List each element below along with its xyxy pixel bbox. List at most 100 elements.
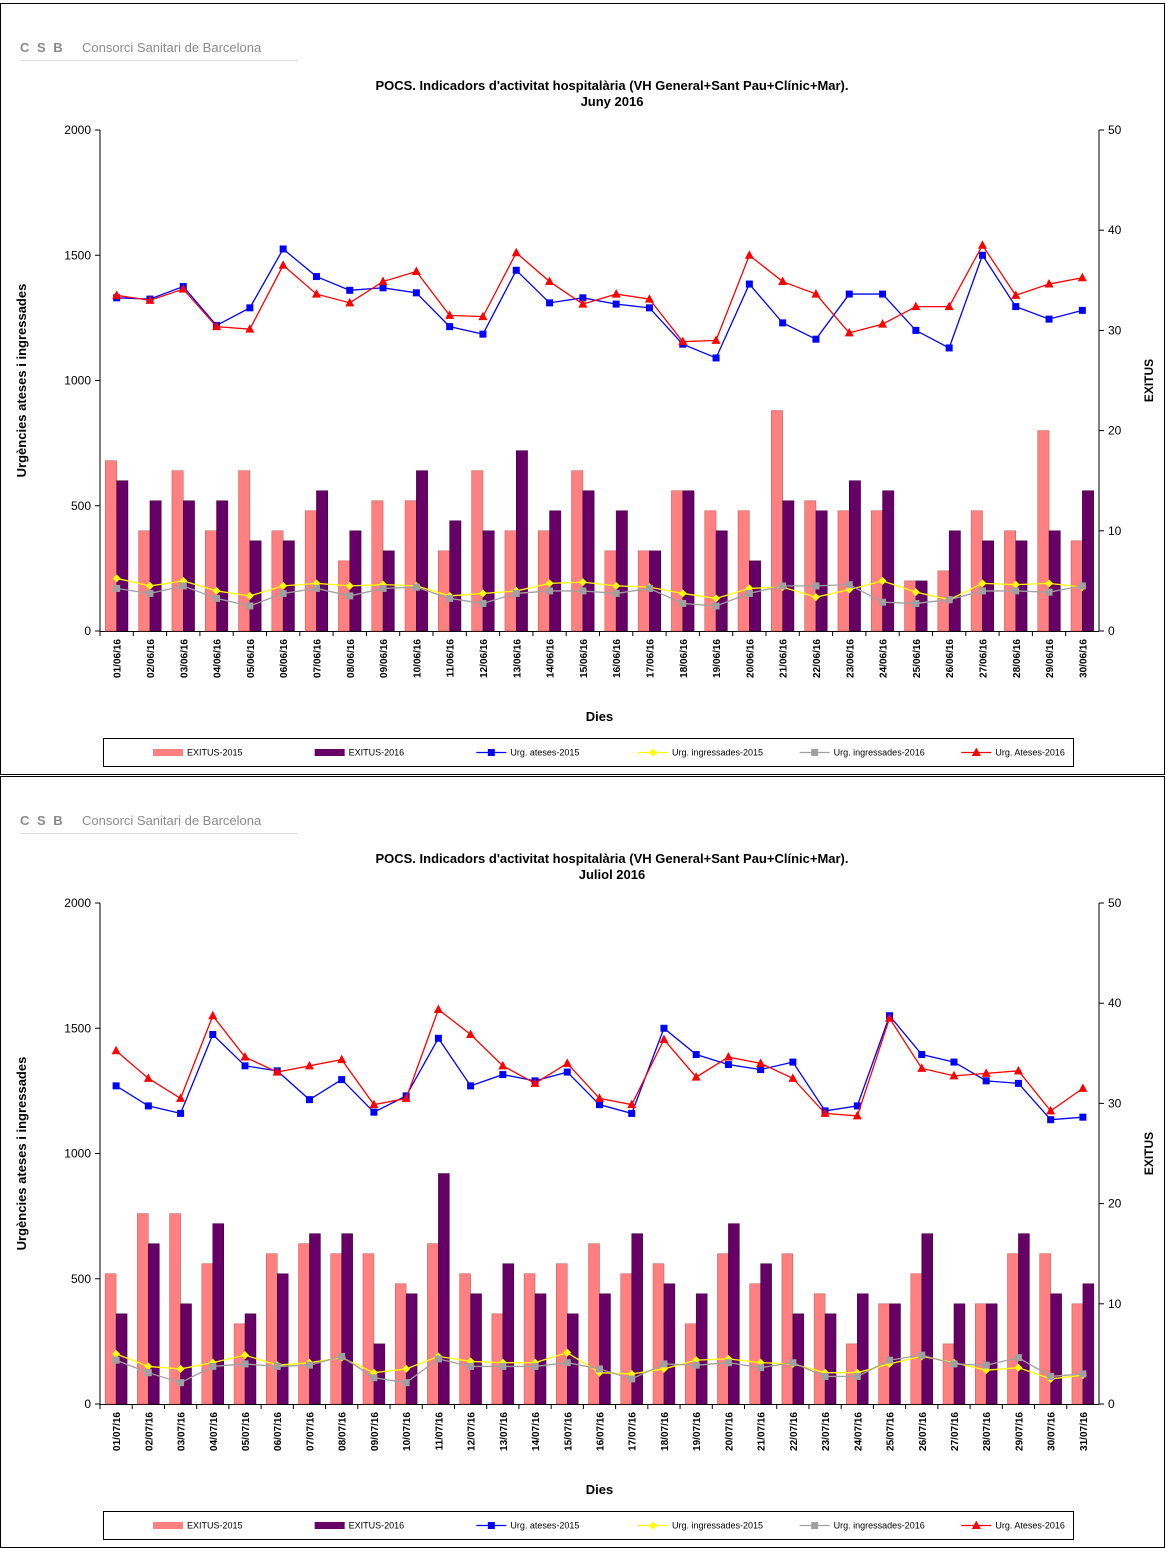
point bbox=[512, 266, 520, 274]
x-tick-label: 04/06/16 bbox=[213, 639, 224, 678]
bar bbox=[771, 410, 783, 632]
x-tick-label: 16/06/16 bbox=[612, 639, 623, 678]
bar bbox=[304, 510, 317, 632]
bar bbox=[104, 1273, 117, 1405]
point bbox=[745, 589, 753, 597]
x-tick-label: 28/06/16 bbox=[1012, 639, 1023, 678]
bar bbox=[910, 1273, 923, 1405]
point bbox=[112, 574, 121, 583]
point bbox=[1012, 587, 1020, 595]
point bbox=[612, 300, 620, 308]
point bbox=[779, 582, 787, 590]
point bbox=[977, 240, 987, 249]
point bbox=[692, 1051, 700, 1059]
point bbox=[845, 581, 853, 589]
legend-label: Urg. ateses-2015 bbox=[510, 1521, 579, 1531]
point bbox=[845, 290, 853, 298]
bar bbox=[138, 530, 151, 632]
bar bbox=[169, 1213, 181, 1405]
x-tick-label: 01/07/16 bbox=[112, 1412, 123, 1451]
point bbox=[112, 1349, 121, 1358]
point bbox=[811, 289, 821, 298]
point bbox=[711, 335, 721, 344]
bar bbox=[975, 1303, 987, 1405]
point bbox=[144, 1369, 152, 1377]
bar bbox=[427, 1243, 439, 1405]
point bbox=[312, 273, 320, 281]
point bbox=[112, 290, 122, 299]
point bbox=[412, 289, 420, 297]
bar bbox=[749, 1283, 761, 1405]
point bbox=[378, 276, 388, 286]
x-tick-label: 08/07/16 bbox=[338, 1412, 349, 1451]
point bbox=[179, 582, 187, 590]
legend-marker bbox=[487, 1522, 495, 1529]
point bbox=[312, 584, 320, 592]
y2-tick-label: 30 bbox=[1108, 323, 1122, 337]
point bbox=[434, 1355, 442, 1363]
bar bbox=[620, 1273, 632, 1405]
x-tick-label: 05/06/16 bbox=[246, 639, 257, 678]
point bbox=[370, 1374, 378, 1382]
y-tick-label: 1000 bbox=[64, 374, 91, 388]
bar bbox=[824, 1313, 837, 1405]
x-tick-label: 12/06/16 bbox=[479, 639, 490, 678]
x-tick-label: 20/06/16 bbox=[745, 639, 756, 678]
x-tick-label: 07/07/16 bbox=[305, 1412, 316, 1451]
bar bbox=[1018, 1233, 1030, 1405]
x-tick-label: 13/06/16 bbox=[512, 639, 523, 678]
bar bbox=[1048, 530, 1061, 632]
bar bbox=[459, 1273, 471, 1405]
legend-label: Urg. ingressades-2016 bbox=[834, 748, 925, 758]
y-axis-title: Urgències ateses i ingressades bbox=[14, 1057, 29, 1251]
point bbox=[240, 1052, 250, 1061]
point bbox=[744, 250, 754, 259]
point bbox=[143, 1073, 153, 1082]
point bbox=[112, 1356, 120, 1364]
x-tick-label: 17/07/16 bbox=[628, 1412, 639, 1451]
point bbox=[512, 589, 520, 597]
point bbox=[241, 1062, 249, 1070]
point bbox=[1078, 582, 1086, 590]
point bbox=[546, 587, 554, 595]
point bbox=[579, 294, 587, 302]
x-tick-label: 18/07/16 bbox=[660, 1412, 671, 1451]
point bbox=[178, 284, 188, 293]
bar bbox=[362, 1253, 375, 1405]
x-tick-label: 27/06/16 bbox=[978, 639, 989, 678]
point bbox=[611, 289, 621, 298]
bar bbox=[1050, 1293, 1062, 1405]
bar bbox=[149, 500, 162, 632]
point bbox=[241, 1360, 249, 1368]
bar bbox=[857, 1293, 869, 1405]
point bbox=[446, 323, 454, 331]
point bbox=[918, 1351, 926, 1359]
point bbox=[1045, 315, 1053, 323]
point bbox=[879, 598, 887, 606]
y2-tick-label: 0 bbox=[1108, 1397, 1115, 1411]
x-tick-label: 29/07/16 bbox=[1014, 1412, 1025, 1451]
point bbox=[446, 594, 454, 602]
x-tick-label: 05/07/16 bbox=[241, 1412, 252, 1451]
point bbox=[213, 594, 221, 602]
point bbox=[756, 1058, 766, 1067]
bar bbox=[201, 1263, 214, 1405]
bar bbox=[704, 510, 717, 632]
bar bbox=[663, 1283, 676, 1405]
bar bbox=[571, 470, 584, 632]
y2-tick-label: 40 bbox=[1108, 223, 1122, 237]
point bbox=[579, 587, 587, 595]
point bbox=[402, 1379, 410, 1387]
bar bbox=[599, 1293, 611, 1405]
point bbox=[745, 280, 753, 288]
legend-label: EXITUS-2015 bbox=[187, 1521, 243, 1531]
legend-label: Urg. Ateses-2016 bbox=[995, 748, 1065, 758]
point bbox=[272, 1067, 282, 1076]
x-axis-title: Dies bbox=[586, 709, 613, 724]
point bbox=[479, 330, 487, 338]
point bbox=[1047, 1372, 1055, 1380]
x-tick-label: 24/06/16 bbox=[879, 639, 890, 678]
bar bbox=[942, 1343, 955, 1405]
point bbox=[950, 1058, 958, 1066]
